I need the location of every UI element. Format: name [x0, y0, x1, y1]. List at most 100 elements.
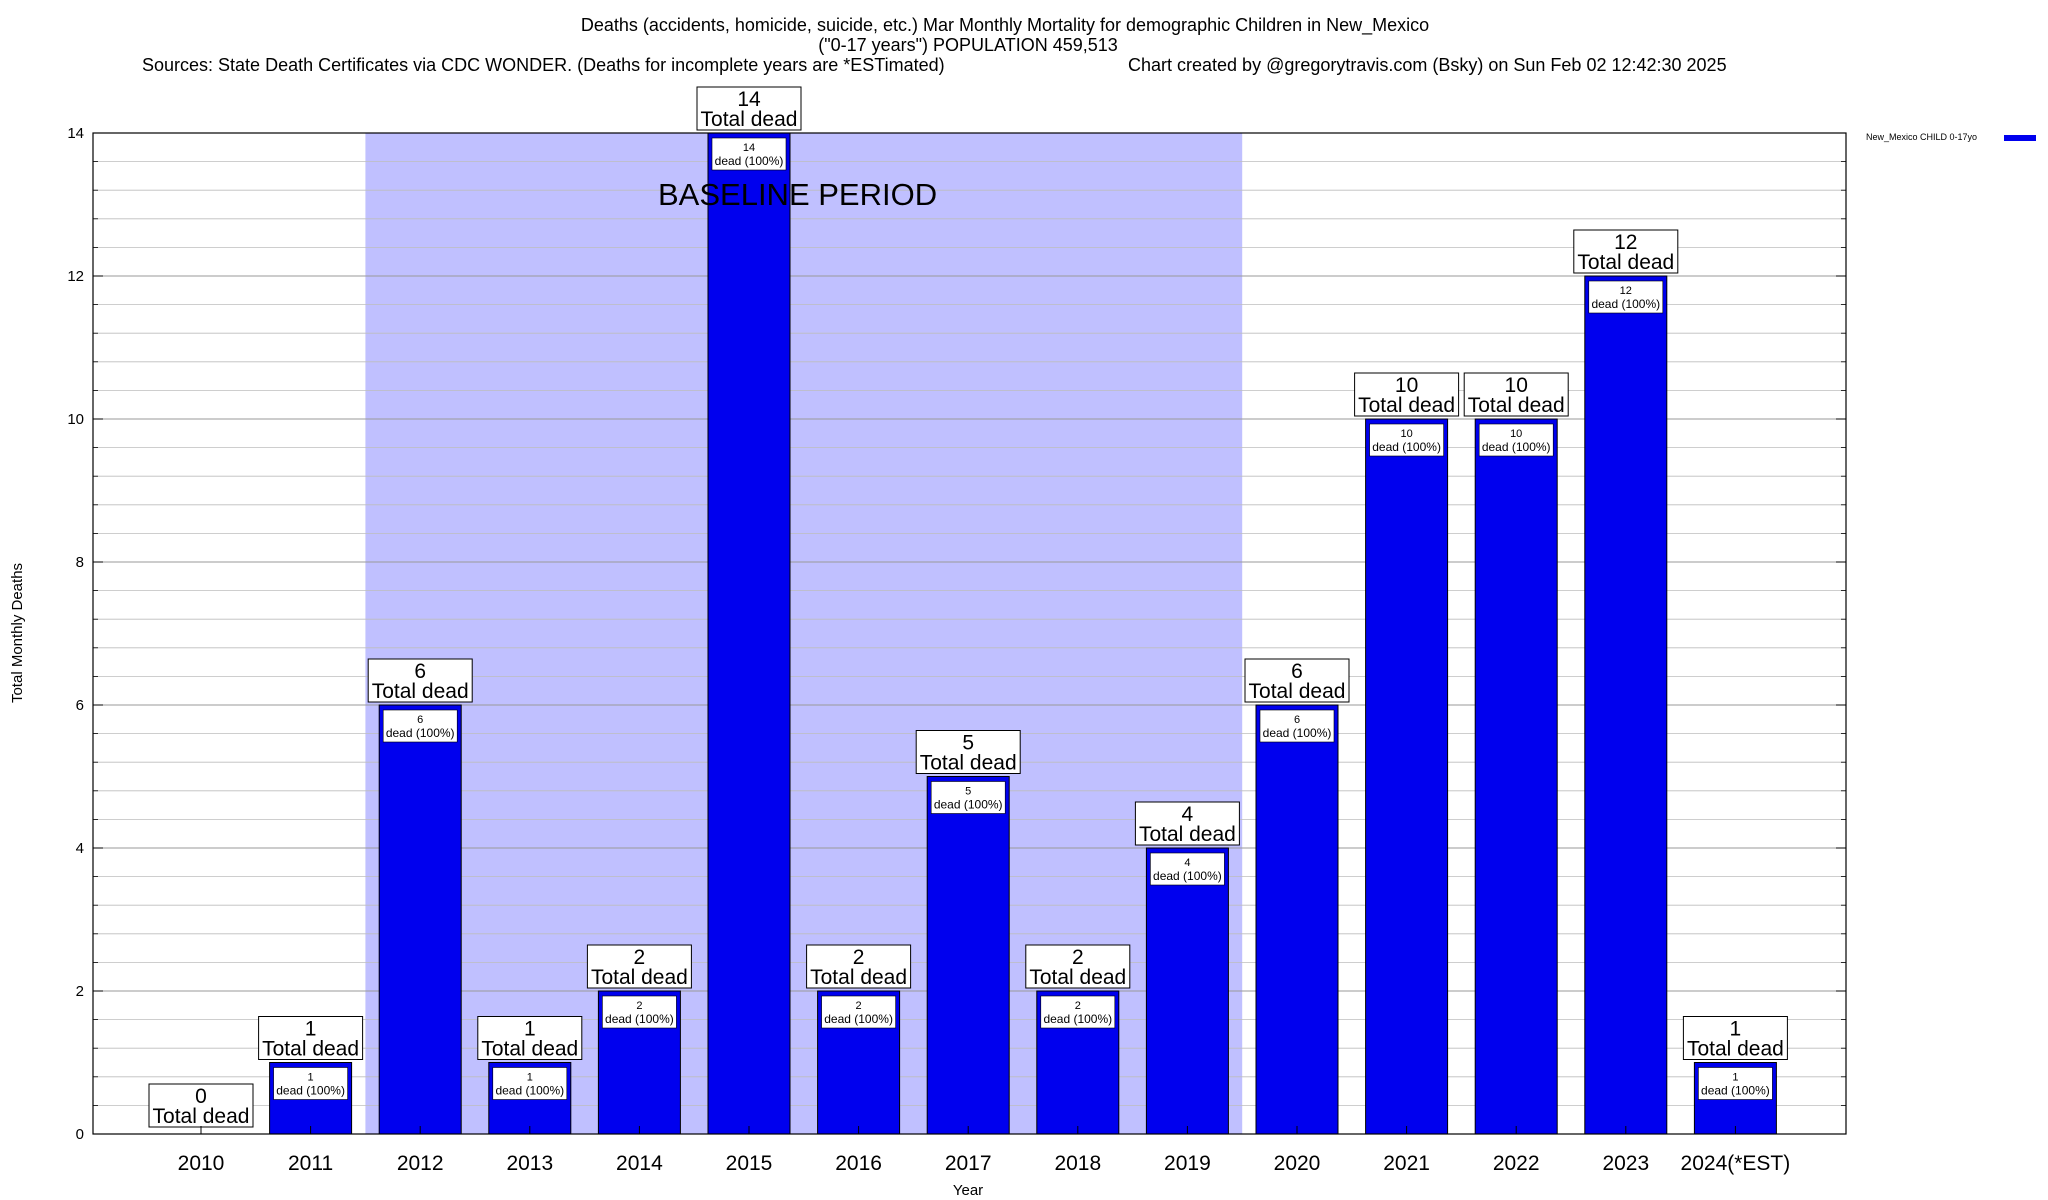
plot-frame	[92, 132, 1847, 1135]
inner-label-box	[1150, 852, 1225, 886]
inner-percent-label: dead (100%)	[276, 1084, 345, 1098]
chart-title: Deaths (accidents, homicide, suicide, et…	[581, 15, 1429, 36]
inner-value-label: 14	[743, 142, 755, 154]
total-dead-label: Total dead	[810, 966, 907, 989]
total-value-label: 4	[1182, 803, 1194, 826]
bar	[1255, 704, 1339, 1135]
total-value-label: 6	[1291, 660, 1303, 683]
x-tick-label: 2014	[616, 1152, 663, 1175]
inner-label-box	[930, 781, 1006, 814]
total-dead-label: Total dead	[1139, 823, 1236, 846]
inner-percent-label: dead (100%)	[1043, 1012, 1112, 1026]
baseline-label: BASELINE PERIOD	[658, 177, 937, 212]
total-dead-label: Total dead	[372, 680, 469, 703]
inner-value-label: 2	[636, 1000, 642, 1012]
inner-percent-label: dead (100%)	[824, 1012, 893, 1026]
inner-percent-label: dead (100%)	[605, 1012, 674, 1026]
bar	[378, 704, 462, 1135]
inner-value-label: 10	[1510, 428, 1522, 440]
total-value-label: 10	[1505, 374, 1528, 397]
x-tick-label: 2018	[1054, 1152, 1101, 1175]
x-tick-label: 2012	[397, 1152, 444, 1175]
bar	[1365, 418, 1449, 1135]
total-value-label: 5	[962, 732, 974, 755]
total-value-label: 2	[634, 946, 646, 969]
total-value-label: 2	[853, 946, 865, 969]
x-tick-label: 2024(*EST)	[1681, 1152, 1791, 1175]
total-dead-label: Total dead	[1358, 394, 1455, 417]
inner-value-label: 1	[527, 1072, 533, 1084]
y-tick-label: 12	[67, 268, 84, 285]
inner-value-label: 6	[417, 714, 423, 726]
inner-percent-label: dead (100%)	[1263, 726, 1332, 740]
x-tick-label: 2022	[1493, 1152, 1540, 1175]
inner-label-box	[1259, 709, 1335, 743]
x-tick-label: 2010	[178, 1152, 225, 1175]
total-value-label: 2	[1072, 946, 1084, 969]
x-tick-label: 2017	[945, 1152, 992, 1175]
total-value-label: 10	[1395, 374, 1418, 397]
x-tick-label: 2011	[288, 1152, 333, 1175]
inner-percent-label: dead (100%)	[1482, 440, 1551, 454]
total-dead-label: Total dead	[1687, 1038, 1784, 1061]
total-label-box	[1682, 1016, 1788, 1060]
total-value-label: 1	[524, 1018, 536, 1041]
y-axis-label: Total Monthly Deaths	[9, 563, 26, 703]
bar	[1584, 275, 1668, 1135]
bar	[1474, 418, 1558, 1135]
inner-label-box	[1478, 423, 1554, 457]
total-value-label: 14	[737, 88, 761, 111]
inner-value-label: 2	[856, 1000, 862, 1012]
total-dead-label: Total dead	[1468, 394, 1565, 417]
inner-label-box	[1040, 995, 1116, 1029]
total-dead-label: Total dead	[701, 108, 798, 131]
total-label-box	[258, 1016, 364, 1060]
total-label-box	[806, 944, 912, 989]
total-label-box	[148, 1083, 254, 1128]
total-label-box	[1573, 229, 1679, 274]
total-dead-label: Total dead	[1249, 680, 1346, 703]
total-dead-label: Total dead	[153, 1105, 250, 1128]
x-tick-label: 2023	[1602, 1152, 1649, 1175]
bar	[1145, 847, 1229, 1135]
inner-percent-label: dead (100%)	[495, 1084, 564, 1098]
x-tick-label: 2019	[1164, 1152, 1211, 1175]
y-tick-label: 10	[67, 411, 84, 428]
inner-value-label: 4	[1184, 857, 1190, 869]
total-dead-label: Total dead	[1577, 251, 1674, 274]
legend-label: New_Mexico CHILD 0-17yo	[1866, 132, 1977, 142]
inner-value-label: 1	[1732, 1072, 1738, 1084]
total-value-label: 12	[1614, 231, 1637, 254]
total-dead-label: Total dead	[591, 966, 688, 989]
chart-subtitle: ("0-17 years") POPULATION 459,513	[818, 35, 1118, 55]
total-label-box	[1463, 372, 1569, 417]
x-tick-label: 2015	[726, 1152, 773, 1175]
inner-percent-label: dead (100%)	[1701, 1084, 1770, 1098]
credit-text: Chart created by @gregorytravis.com (Bsk…	[1128, 55, 1727, 75]
total-label-box	[915, 730, 1021, 774]
y-tick-label: 14	[67, 125, 84, 142]
inner-label-box	[1698, 1067, 1773, 1100]
x-tick-label: 2020	[1274, 1152, 1321, 1175]
legend-swatch	[2004, 135, 2036, 141]
y-tick-label: 4	[76, 840, 84, 857]
total-label-box	[586, 944, 692, 989]
inner-percent-label: dead (100%)	[1372, 440, 1441, 454]
inner-value-label: 10	[1400, 428, 1412, 440]
inner-percent-label: dead (100%)	[386, 726, 455, 740]
inner-value-label: 6	[1294, 714, 1300, 726]
y-tick-label: 0	[76, 1126, 84, 1143]
inner-percent-label: dead (100%)	[934, 798, 1003, 812]
bar	[926, 776, 1010, 1135]
inner-label-box	[602, 995, 677, 1029]
inner-percent-label: dead (100%)	[1153, 869, 1222, 883]
inner-label-box	[492, 1067, 568, 1100]
y-tick-label: 2	[76, 983, 84, 1000]
total-dead-label: Total dead	[920, 752, 1017, 775]
source-text: Sources: State Death Certificates via CD…	[142, 55, 945, 75]
total-dead-label: Total dead	[1029, 966, 1126, 989]
inner-value-label: 2	[1075, 1000, 1081, 1012]
total-label-box	[367, 658, 473, 703]
inner-percent-label: dead (100%)	[1591, 297, 1660, 311]
